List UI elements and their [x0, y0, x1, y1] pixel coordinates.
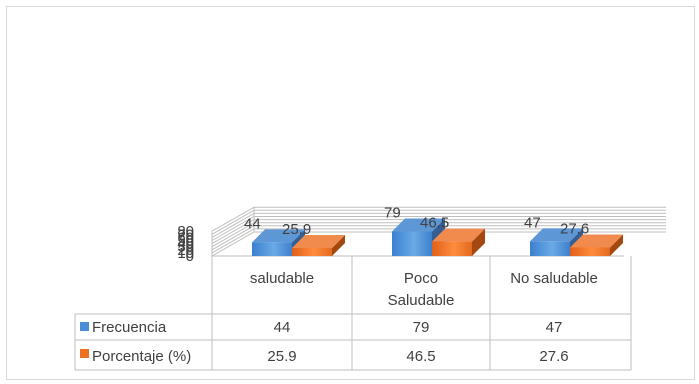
y-tick-label: 40	[177, 236, 194, 253]
data-label: 46.5	[420, 215, 449, 232]
bar-top	[252, 229, 305, 243]
gridline	[211, 225, 666, 251]
bar-top	[292, 234, 345, 248]
bar	[252, 242, 292, 256]
data-label: 79	[384, 205, 401, 222]
legend-key	[80, 322, 89, 331]
table-category-label: No saludable	[510, 270, 598, 287]
data-label: 47	[524, 214, 541, 231]
table-value-cell: 25.9	[267, 348, 296, 365]
y-tick-label: 10	[177, 245, 194, 262]
legend-label: Porcentaje (%)	[92, 348, 191, 365]
table-value-cell: 47	[546, 319, 563, 336]
y-tick-label: 20	[177, 242, 194, 259]
bar-top	[432, 228, 485, 242]
bar-side	[332, 234, 345, 256]
gridline	[211, 209, 666, 235]
legend-key	[80, 349, 89, 358]
table-category-label: Saludable	[388, 292, 455, 309]
chart-frame	[6, 6, 695, 380]
data-label: 25.9	[282, 221, 311, 238]
gridline	[211, 212, 666, 238]
bar	[432, 241, 472, 256]
bar	[292, 247, 332, 256]
gridline	[211, 206, 666, 232]
table-value-cell: 44	[274, 319, 291, 336]
gridline	[211, 219, 666, 245]
data-label: 27.6	[560, 220, 589, 237]
bar	[570, 247, 610, 256]
y-tick-label: 30	[177, 239, 194, 256]
gridline	[211, 228, 666, 254]
bar-top	[530, 228, 583, 242]
table-value-cell: 27.6	[539, 348, 568, 365]
table-value-cell: 79	[413, 319, 430, 336]
y-tick-label: 80	[177, 223, 194, 240]
y-tick-label: 0	[186, 248, 194, 265]
data-label: 44	[244, 215, 261, 232]
y-tick-label: 70	[177, 226, 194, 243]
legend-label: Frecuencia	[92, 319, 167, 336]
bar	[392, 231, 432, 256]
bar-side	[472, 228, 485, 256]
bar-top	[570, 234, 623, 248]
bar-top	[392, 218, 445, 232]
table-category-label: Poco	[404, 270, 438, 287]
gridline	[211, 222, 666, 248]
y-tick-label: 60	[177, 229, 194, 246]
y-tick-label: 50	[177, 233, 194, 250]
bar	[530, 241, 570, 256]
gridline	[211, 216, 666, 241]
table-value-cell: 46.5	[406, 348, 435, 365]
gridline	[211, 231, 666, 257]
table-category-label: saludable	[250, 270, 314, 287]
bar-side	[610, 234, 623, 256]
